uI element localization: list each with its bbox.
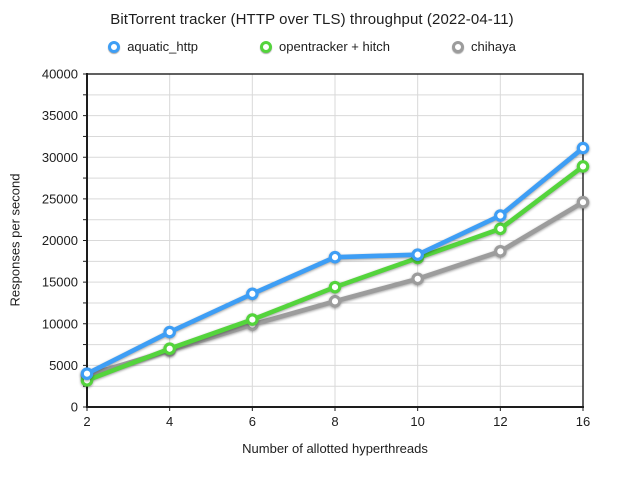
chart-legend: aquatic_http opentracker + hitch chihaya [0,39,624,54]
data-point-marker [494,209,507,222]
legend-label: opentracker + hitch [279,39,390,54]
legend-label: chihaya [470,39,516,54]
legend-item-opentracker-hitch: opentracker + hitch [260,39,390,54]
x-tick-label: 4 [166,414,173,429]
data-point-marker [576,195,590,209]
data-point-marker [328,280,342,294]
legend-ring-icon [260,40,273,53]
axis-frame [83,73,584,411]
data-point-marker [411,272,424,286]
x-tick-label: 12 [493,414,507,429]
legend-item-chihaya: chihaya [451,39,516,54]
y-tick-label: 20000 [42,233,78,248]
y-tick-label: 30000 [42,150,78,165]
legend-ring-icon [451,40,464,53]
y-tick-label: 25000 [42,191,78,206]
y-tick-label: 10000 [42,316,78,331]
y-tick-label: 0 [71,400,78,415]
data-point-marker [494,245,507,258]
y-tick-label: 40000 [42,67,78,82]
x-tick-label: 16 [576,414,590,429]
x-tick-label: 2 [83,414,90,429]
legend-item-aquatic-http: aquatic_http [108,39,198,54]
data-point-marker [163,325,176,339]
tick-labels: 0 5000 10000 15000 20000 25000 30000 35000 40000… [42,67,590,430]
data-point-marker [246,287,259,301]
data-point-marker [246,313,259,326]
data-point-marker [576,141,590,155]
y-tick-label: 35000 [42,108,78,123]
chart-title: BitTorrent tracker (HTTP over TLS) throu… [110,11,514,28]
gridlines [87,74,583,407]
data-point-marker [494,222,507,236]
legend-ring-icon [108,40,121,53]
data-point-marker [328,294,342,308]
x-tick-label: 10 [410,414,424,429]
x-tick-label: 8 [331,414,338,429]
y-tick-label: 15000 [42,275,78,290]
data-point-marker [576,160,590,173]
legend-label: aquatic_http [127,39,199,54]
data-point-marker [80,367,94,380]
data-point-marker [163,342,176,356]
series-opentracker-hitch [80,160,590,387]
series-aquatic-http [80,141,590,380]
y-tick-label: 5000 [49,358,78,373]
x-axis-title: Number of allotted hyperthreads [242,441,428,456]
x-tick-label: 6 [249,414,256,429]
data-point-marker [411,248,424,261]
data-point-marker [328,250,342,264]
